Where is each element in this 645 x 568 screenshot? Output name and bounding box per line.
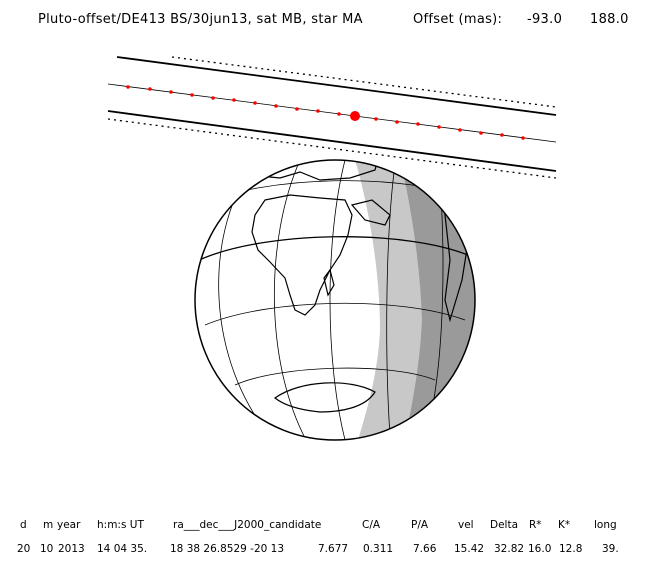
time-tick: [458, 128, 462, 132]
value-time: 14 04 35.: [97, 543, 148, 555]
time-tick: [126, 85, 130, 89]
event-data-table: d m year h:m:s UT ra___dec___J2000_candi…: [0, 516, 645, 566]
shadow-centerline: [107, 83, 557, 143]
meridian-line: [386, 163, 396, 437]
header-ca: C/A: [362, 519, 381, 531]
arabia-coast: [350, 199, 391, 226]
time-tick: [337, 112, 341, 116]
value-coordinates: 18 38 26.8529 -20 13: [170, 543, 285, 555]
offset-x-value: -93.0: [527, 12, 563, 27]
value-year: 2013: [58, 543, 85, 555]
value-k2: 12.8: [559, 543, 583, 555]
time-tick: [148, 87, 152, 91]
value-delta: 15.42: [454, 543, 485, 555]
value-vel: 7.66: [413, 543, 437, 555]
value-ca: 7.677: [318, 543, 349, 555]
header-kstar: K*: [558, 519, 571, 531]
europe-coast: [247, 160, 381, 181]
time-tick: [169, 90, 173, 94]
latitude-line: [234, 367, 436, 386]
value-rstar: 32.82: [494, 543, 525, 555]
madagascar-coast: [323, 268, 335, 297]
header-vel: vel: [458, 519, 474, 531]
header-coordinates: ra___dec___J2000_candidate: [173, 519, 322, 531]
equator-line: [195, 236, 475, 263]
latitude-line: [204, 302, 466, 326]
header-year: year: [57, 519, 81, 531]
time-tick: [253, 101, 257, 105]
occultation-label: Pluto-offset/DE413 BS/30jun13, sat MB, s…: [38, 12, 363, 27]
value-day: 20: [17, 543, 31, 555]
time-tick: [521, 136, 525, 140]
time-tick: [211, 96, 215, 100]
header-delta: Delta: [490, 519, 519, 531]
africa-coast: [251, 194, 353, 316]
value-kstar: 16.0: [528, 543, 552, 555]
time-tick: [274, 104, 278, 108]
antarctica-coast: [274, 382, 376, 413]
header-day: d: [20, 519, 27, 531]
header-time: h:m:s UT: [97, 519, 144, 531]
header-rstar: R*: [529, 519, 542, 531]
value-long: 39.: [602, 543, 619, 555]
time-tick: [374, 117, 378, 121]
time-tick: [416, 122, 420, 126]
offset-y-value: 188.0: [590, 12, 629, 27]
header-pa: P/A: [411, 519, 429, 531]
shadow-limit-north: [116, 56, 557, 116]
shadow-limit-south: [107, 110, 557, 172]
header-month: m: [43, 519, 54, 531]
offset-label: Offset (mas):: [413, 12, 503, 27]
header-long: long: [594, 519, 617, 531]
uncertainty-limit-north: [171, 56, 557, 108]
meridian-line: [329, 160, 346, 440]
time-tick: [395, 120, 399, 124]
time-ticks: [126, 85, 525, 140]
value-month: 10: [40, 543, 54, 555]
value-pa: 0.311: [363, 543, 394, 555]
time-tick: [232, 98, 236, 102]
time-tick: [190, 93, 194, 97]
meridian-line: [273, 160, 306, 439]
closest-approach-marker: [350, 111, 360, 121]
time-tick: [316, 109, 320, 113]
time-tick: [437, 125, 441, 129]
time-tick: [479, 131, 483, 135]
time-tick: [500, 133, 504, 137]
time-tick: [295, 107, 299, 111]
globe-outline: [194, 159, 476, 441]
